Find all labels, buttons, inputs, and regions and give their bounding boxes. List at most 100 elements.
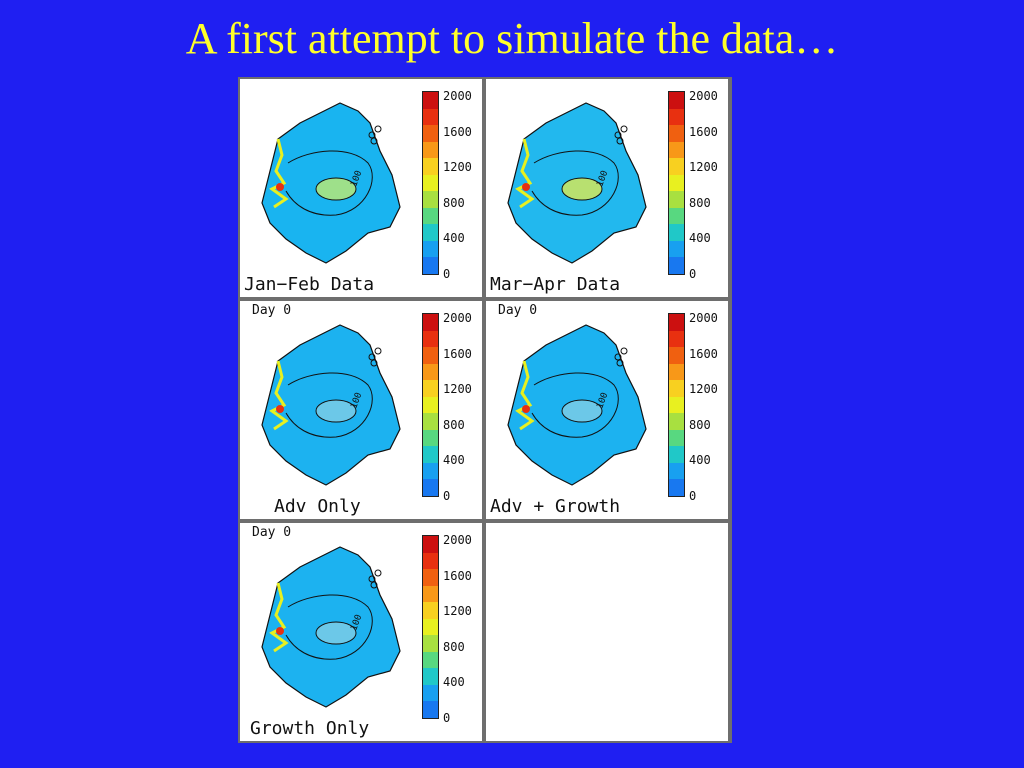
- panel-caption: Mar−Apr Data: [490, 274, 621, 295]
- colorbar-segment: [423, 330, 438, 348]
- panel-adv-only: 100 Day 0 Adv Only 2000 1600 1200 800 400 0: [240, 301, 482, 519]
- colorbar-ticks: 2000 1600 1200 800 400 0: [443, 89, 479, 281]
- island: [370, 581, 378, 589]
- panel-empty: [486, 523, 728, 741]
- colorbar-segment: [423, 536, 438, 553]
- colorbar: [668, 313, 685, 497]
- depth-contour: [285, 594, 373, 660]
- colorbar-segment: [423, 668, 438, 685]
- sea-map: 100: [261, 546, 401, 708]
- colorbar-segment: [423, 191, 438, 208]
- colorbar-ticks: 2000 1600 1200 800 400 0: [443, 533, 479, 725]
- colorbar-tick-label: 1200: [689, 382, 718, 397]
- island: [616, 359, 624, 367]
- panel-day-label: Day 0: [252, 525, 292, 540]
- high-concentration-spot: [276, 627, 284, 635]
- panel-caption: Adv Only: [274, 496, 361, 517]
- panel-growth-only: 100 Day 0 Growth Only 2000 1600 1200 800 400…: [240, 523, 482, 741]
- colorbar-segment: [423, 363, 438, 381]
- colorbar-segment: [669, 363, 684, 381]
- colorbar-segment: [669, 396, 684, 414]
- colorbar-segment: [423, 635, 438, 652]
- colorbar-tick-label: 1200: [443, 604, 472, 619]
- colorbar-segment: [669, 141, 684, 159]
- colorbar-segment: [423, 569, 438, 586]
- colorbar-segment: [423, 684, 438, 702]
- colorbar-segment: [669, 314, 684, 331]
- colorbar-tick-label: 2000: [443, 89, 472, 103]
- island: [370, 137, 378, 145]
- bloom-patch: [561, 177, 603, 201]
- colorbar-segment: [423, 429, 438, 447]
- colorbar-segment: [423, 224, 438, 241]
- colorbar-segment: [423, 701, 438, 719]
- colorbar-tick-label: 400: [443, 231, 465, 246]
- colorbar-tick-label: 0: [443, 267, 451, 281]
- island: [374, 347, 382, 355]
- sea-map: 100: [507, 324, 647, 486]
- panel-day-label: Day 0: [498, 303, 538, 318]
- colorbar-segment: [423, 141, 438, 159]
- colorbar-tick-label: 2000: [443, 311, 472, 325]
- colorbar-ticks: 2000 1600 1200 800 400 0: [443, 311, 479, 503]
- colorbar-segment: [423, 174, 438, 192]
- island: [368, 353, 376, 361]
- coastal-band: [269, 360, 289, 431]
- colorbar-tick-label: 800: [689, 195, 711, 210]
- colorbar-ticks: 2000 1600 1200 800 400 0: [689, 311, 725, 503]
- island: [614, 131, 622, 139]
- colorbar-segment: [423, 257, 438, 275]
- colorbar-tick-label: 2000: [689, 89, 718, 103]
- island: [616, 137, 624, 145]
- colorbar-segment: [669, 257, 684, 275]
- colorbar-segment: [423, 413, 438, 430]
- colorbar-tick-label: 1600: [443, 346, 472, 361]
- colorbar-tick-label: 400: [443, 675, 465, 690]
- high-concentration-spot: [522, 405, 530, 413]
- colorbar-segment: [669, 479, 684, 497]
- colorbar-segment: [423, 240, 438, 258]
- colorbar-tick-label: 800: [443, 417, 465, 432]
- colorbar-segment: [423, 108, 438, 126]
- panel-caption: Adv + Growth: [490, 496, 621, 517]
- bloom-patch: [315, 177, 357, 201]
- colorbar-tick-label: 2000: [689, 311, 718, 325]
- colorbar-segment: [423, 158, 438, 175]
- colorbar: [422, 535, 439, 719]
- colorbar-segment: [669, 125, 684, 142]
- colorbar: [422, 313, 439, 497]
- colorbar-segment: [669, 174, 684, 192]
- colorbar-segment: [669, 380, 684, 397]
- sea-map: 100: [507, 102, 647, 264]
- figure-grid: 100 Jan−Feb Data 2000 1600 1200 800 400 0 100…: [238, 77, 732, 743]
- panel-adv-growth: 100 Day 0 Adv + Growth 2000 1600 1200 800 40…: [486, 301, 728, 519]
- colorbar-segment: [669, 224, 684, 241]
- island: [368, 131, 376, 139]
- colorbar-tick-label: 0: [443, 711, 451, 725]
- colorbar-segment: [423, 207, 438, 225]
- colorbar-segment: [423, 462, 438, 480]
- colorbar-segment: [423, 446, 438, 463]
- colorbar-tick-label: 2000: [443, 533, 472, 547]
- island: [374, 125, 382, 133]
- colorbar-tick-label: 1200: [443, 160, 472, 175]
- panel-day-label: Day 0: [252, 303, 292, 318]
- colorbar-segment: [423, 396, 438, 414]
- colorbar-segment: [423, 314, 438, 331]
- colorbar-tick-label: 1200: [689, 160, 718, 175]
- coastal-band: [269, 138, 289, 209]
- colorbar-tick-label: 800: [443, 639, 465, 654]
- sea-map: 100: [261, 102, 401, 264]
- colorbar-segment: [669, 158, 684, 175]
- panel-jan-feb-data: 100 Jan−Feb Data 2000 1600 1200 800 400 0: [240, 79, 482, 297]
- depth-contour: [285, 150, 373, 216]
- panel-caption: Growth Only: [250, 718, 370, 739]
- colorbar-segment: [423, 651, 438, 669]
- colorbar-segment: [669, 240, 684, 258]
- colorbar-segment: [423, 380, 438, 397]
- island: [620, 125, 628, 133]
- colorbar-tick-label: 1600: [443, 568, 472, 583]
- colorbar-segment: [423, 618, 438, 636]
- panel-caption: Jan−Feb Data: [244, 274, 375, 295]
- high-concentration-spot: [276, 405, 284, 413]
